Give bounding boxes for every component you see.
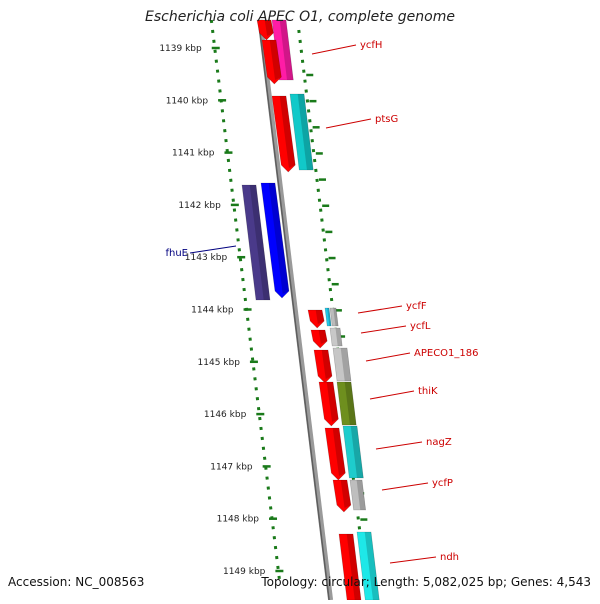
gene-label-leader [360, 325, 407, 334]
accession-label: Accession: NC_008563 [8, 575, 145, 589]
gene-nagZ-feature-shade [350, 426, 364, 478]
gene-APECO1_186-feature [332, 347, 352, 382]
tick-label: 1141 kbp [172, 149, 215, 159]
gene-label-ycfH: ycfH [360, 40, 382, 51]
gene-ptsG-feature-shade [297, 94, 314, 170]
gene-fhuE-cds [260, 182, 290, 299]
gene-label-leader [375, 441, 423, 450]
gene-ycfF-feature-shade [327, 308, 332, 326]
gene-APECO1_186-feature-shade [340, 348, 352, 381]
gene-ycfP-cds-shade [340, 480, 351, 508]
gene-label-leader [325, 118, 372, 129]
gene-label-nagZ: nagZ [426, 437, 452, 448]
gene-label-leader [381, 482, 429, 491]
gene-APECO1_186-cds-shade [321, 350, 333, 379]
gene-ycfF-cds-shade [315, 310, 325, 324]
gene-label-leader [189, 245, 237, 254]
gene-ptsG-feature [289, 93, 314, 171]
gene-ycfH-cds-2 [261, 39, 282, 85]
gene-ycfH-cds [256, 19, 274, 41]
map-title: Escherichia coli APEC O1, complete genom… [145, 9, 455, 25]
gene-label-fhuE: fhuE [165, 248, 188, 259]
gene-ycfH-feature-shade [279, 20, 294, 80]
gene-ycfL-feature-shade [335, 328, 343, 346]
backbone-line [257, 19, 334, 601]
gene-nagZ-feature [342, 425, 364, 479]
gene-thiK-cds-shade [326, 382, 339, 422]
backbone-edge [257, 19, 330, 601]
gene-ycfH-cds-shade [264, 20, 274, 36]
gene-nagZ-cds [324, 427, 346, 481]
tick-label: 1149 kbp [223, 567, 266, 577]
tick-label: 1145 kbp [198, 358, 241, 368]
gene-ptsG-cds-shade [279, 96, 296, 168]
gene-ycfF-cds [307, 309, 325, 329]
tick-label: 1147 kbp [210, 462, 253, 472]
gene-label-leader [311, 44, 357, 55]
tick-label: 1146 kbp [204, 410, 247, 420]
gene-APECO1_186-cds [313, 349, 333, 384]
gene-ycfF-feature-2 [329, 307, 339, 327]
gene-label-leader [357, 305, 403, 314]
gene-label-leader [389, 556, 437, 564]
gene-fhuE-cds-shade [268, 183, 289, 294]
tick-label: 1139 kbp [159, 44, 202, 54]
gene-thiK-cds [318, 381, 339, 427]
gene-thiK-feature [336, 381, 357, 426]
gene-fhuE-feature [241, 184, 271, 301]
gene-ycfL-cds-shade [318, 330, 328, 344]
gene-thiK-feature-shade [344, 382, 357, 425]
tick-label: 1148 kbp [217, 515, 260, 525]
gene-ycfP-feature [349, 479, 366, 511]
gene-label-ndh: ndh [440, 552, 459, 563]
gene-ndh-cds-shade [346, 534, 362, 600]
tick-label: 1140 kbp [166, 96, 209, 106]
gene-nagZ-cds-shade [332, 428, 346, 476]
gene-label-ycfL: ycfL [410, 321, 431, 332]
gene-label-leader [365, 352, 411, 362]
gene-label-ycfF: ycfF [406, 301, 427, 312]
scale-dots-left [209, 19, 281, 581]
tick-label: 1143 kbp [185, 253, 228, 263]
tick-label: 1142 kbp [178, 201, 221, 211]
gene-label-leader [369, 390, 415, 400]
gene-label-thiK: thiK [418, 386, 438, 397]
gene-ycfF-feature-2-shade [333, 308, 339, 326]
gene-ycfL-feature [329, 327, 343, 347]
gene-label-APECO1_186: APECO1_186 [414, 348, 479, 359]
tick-label: 1144 kbp [191, 306, 234, 316]
gene-ycfF-feature [324, 307, 332, 327]
gene-label-ptsG: ptsG [375, 114, 398, 125]
gene-label-ycfP: ycfP [432, 478, 453, 489]
gene-fhuE-feature-shade [249, 185, 270, 300]
gene-ycfP-cds [332, 479, 352, 513]
gene-ycfL-cds [310, 329, 328, 349]
gene-ptsG-cds [271, 95, 296, 173]
gene-ycfP-feature-shade [356, 480, 366, 510]
gene-ycfH-cds-2-shade [269, 40, 282, 80]
topology-label: Topology: circular; Length: 5,082,025 bp… [261, 575, 591, 589]
gene-ndh-feature-shade [364, 532, 380, 600]
